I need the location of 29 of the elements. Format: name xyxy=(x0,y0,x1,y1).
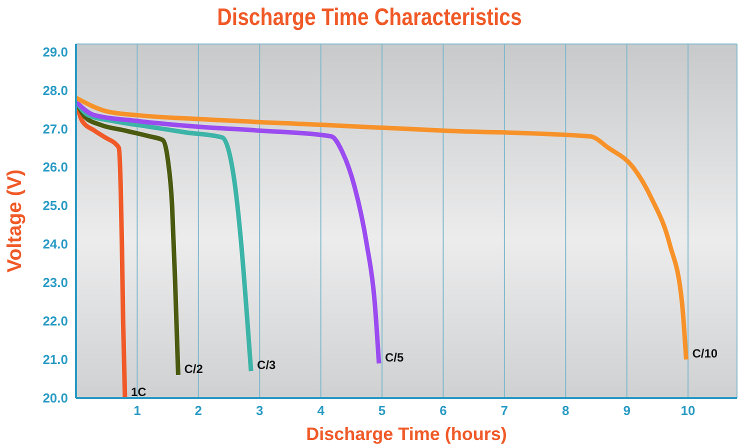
y-tick-label: 21.0 xyxy=(42,352,68,368)
y-tick-label: 20.0 xyxy=(42,390,68,406)
line-series xyxy=(76,96,688,362)
x-tick-label: 3 xyxy=(256,403,264,418)
y-tick-label: 29.0 xyxy=(42,44,68,60)
y-tick-label: 22.0 xyxy=(42,314,68,329)
x-tick-label: 9 xyxy=(623,403,630,418)
x-tick-label: 10 xyxy=(680,403,696,418)
x-tick-label: 7 xyxy=(500,403,508,418)
x-tick-label: 5 xyxy=(378,403,386,418)
y-tick-label: 26.0 xyxy=(42,160,68,175)
series-label: C/3 xyxy=(257,358,276,372)
y-tick-label: 23.0 xyxy=(42,275,68,290)
series-label: C/10 xyxy=(692,346,718,361)
chart-title: Discharge Time Characteristics xyxy=(216,4,523,32)
series-label: C/5 xyxy=(384,350,404,364)
y-axis-title: Voltage (V) xyxy=(4,170,26,272)
series-label: 1C xyxy=(130,385,147,399)
x-tick-label: 4 xyxy=(317,403,326,418)
x-tick-label: 2 xyxy=(194,403,202,418)
x-tick-label: 6 xyxy=(440,403,447,418)
series-label: C/2 xyxy=(184,362,204,376)
y-tick-label: 28.0 xyxy=(42,82,68,98)
x-tick-label: 8 xyxy=(562,403,570,418)
x-axis-title: Discharge Time (hours) xyxy=(306,424,507,444)
y-tick-label: 25.0 xyxy=(42,198,68,214)
y-tick-label: 24.0 xyxy=(42,236,68,252)
y-tick-label: 27.0 xyxy=(42,121,68,136)
x-tick-label: 1 xyxy=(134,403,141,418)
